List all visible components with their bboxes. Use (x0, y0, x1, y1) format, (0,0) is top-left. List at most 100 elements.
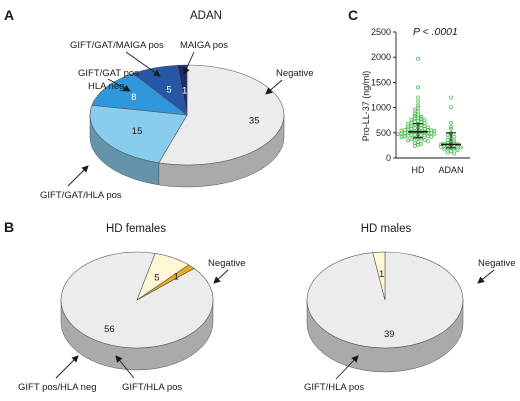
data-point-adan (452, 138, 457, 143)
hd-males-pie-slices: 39 1 (306, 251, 464, 373)
data-point-adan (449, 95, 453, 100)
pie-value-label-gift-hla-pos: 1 (379, 269, 384, 280)
arrow-gift-gat-hla-neg (107, 78, 131, 92)
label-gift-hla-pos-hdm: GIFT/HLA pos (304, 382, 364, 393)
data-point-hd (422, 133, 427, 138)
data-point-hd (419, 114, 424, 119)
x-tick-label: HD (412, 165, 425, 175)
data-point-adan (445, 150, 450, 155)
data-point-hd (416, 85, 420, 90)
label-maiga-pos: MAIGA pos (180, 40, 228, 51)
data-point-hd (412, 126, 417, 130)
data-point-hd (426, 134, 430, 139)
pie-slice-maiga-pos (177, 64, 188, 116)
data-point-adan (452, 146, 457, 151)
pie-slice-gift-pos-hla-neg (136, 264, 195, 301)
data-point-hd (412, 111, 417, 116)
data-point-hd (412, 140, 417, 145)
hd-males-pie-chart: HD males 39 1 Negative GIFT/HLA pos (304, 223, 516, 393)
data-point-hd (432, 131, 437, 136)
label-gift-gat-pos: GIFT/GAT pos (78, 68, 139, 79)
data-point-hd (416, 112, 420, 117)
data-point-hd (422, 121, 427, 126)
pro-ll37-dotplot: Pro-LL-37 (ng/ml) P < .0001 0 500 1000 1500… (361, 26, 470, 175)
data-point-hd (416, 109, 420, 114)
pie-value-label-gift-gat-hla-pos: 15 (132, 126, 143, 137)
x-tick-label: ADAN (438, 165, 463, 175)
data-point-adan (449, 124, 453, 129)
y-tick-label: 0 (386, 153, 391, 163)
data-point-hd (399, 135, 404, 140)
pie-value-label-gift-gat-pos-hla-neg: 8 (131, 92, 136, 103)
p-value-annotation: P < .0001 (413, 26, 458, 38)
data-point-hd (426, 138, 430, 143)
data-point-hd (412, 143, 417, 148)
data-point-hd (406, 138, 411, 143)
panel-letter-b: B (4, 219, 14, 235)
data-point-hd (426, 125, 430, 130)
pie-slice-gift-gat-pos-hla-neg (91, 73, 189, 116)
data-point-adan (445, 133, 450, 138)
data-point-hd (396, 132, 401, 137)
data-point-hd (402, 134, 407, 139)
y-axis-label: Pro-LL-37 (ng/ml) (361, 71, 371, 142)
data-point-hd (419, 126, 424, 131)
data-point-hd (409, 137, 414, 142)
pie-value-label-negative: 35 (249, 116, 260, 127)
data-point-hd (419, 116, 424, 121)
data-point-adan (449, 105, 453, 109)
dotplot-area: 0 500 1000 1500 2000 2500 HD ADAN (371, 27, 470, 175)
data-point-adan (449, 149, 453, 154)
data-point-hd (416, 139, 420, 144)
data-point-adan (445, 137, 450, 142)
data-point-adan (459, 145, 463, 150)
pie-value-label-maiga-pos: 1 (182, 86, 187, 97)
y-tick-label: 500 (376, 128, 391, 138)
arrow-negative-hdm (477, 269, 495, 284)
adan-pie-slices: 35 15 8 5 1 (89, 64, 285, 188)
data-point-hd (402, 131, 407, 136)
panel-letter-a: A (4, 7, 14, 23)
data-point-hd (409, 133, 414, 138)
data-point-hd (416, 56, 420, 61)
data-point-hd (412, 116, 417, 121)
label-hla-neg: HLA neg (88, 81, 124, 92)
data-point-adan (449, 120, 453, 125)
data-point-hd (409, 126, 414, 131)
hd-females-pie-title: HD females (106, 223, 166, 235)
data-point-hd (429, 134, 434, 139)
data-point-adan (439, 144, 444, 149)
data-point-hd (399, 128, 404, 133)
pie-slice-gift-hla-pos (372, 251, 386, 301)
data-point-hd (429, 131, 434, 136)
pie-value-label-negative: 56 (104, 324, 115, 335)
arrow-maiga (183, 51, 195, 75)
arrow-negative-hdf (213, 269, 229, 284)
arrow-gift-hla-pos-hdm (335, 355, 359, 380)
data-point-hd (402, 128, 407, 132)
data-point-hd (419, 136, 424, 141)
data-point-hd (406, 124, 411, 129)
label-negative-adan: Negative (276, 68, 314, 79)
data-point-hd (416, 95, 420, 100)
label-gift-hla-pos-hdf: GIFT/HLA pos (122, 382, 182, 393)
data-point-adan (449, 126, 453, 131)
y-tick-label: 1500 (371, 77, 391, 87)
label-negative-hdm: Negative (478, 258, 516, 269)
data-point-adan (455, 148, 460, 153)
data-point-adan (442, 147, 447, 152)
arrow-gift-pos-hla-neg (55, 355, 79, 379)
pie-slice-negative (158, 64, 285, 166)
data-point-hd (419, 133, 424, 138)
data-point-hd (412, 119, 417, 124)
y-tick-label: 2500 (371, 27, 391, 37)
data-point-hd (406, 133, 411, 138)
data-point-hd (416, 118, 420, 123)
arrow-negative-adan (265, 79, 283, 95)
data-point-hd (412, 132, 417, 137)
label-gift-gat-hla-pos: GIFT/GAT/HLA pos (40, 190, 122, 201)
data-point-hd (416, 115, 420, 120)
label-gift-gat-maiga-pos: GIFT/GAT/MAIGA pos (70, 40, 164, 51)
data-point-hd (422, 137, 427, 142)
